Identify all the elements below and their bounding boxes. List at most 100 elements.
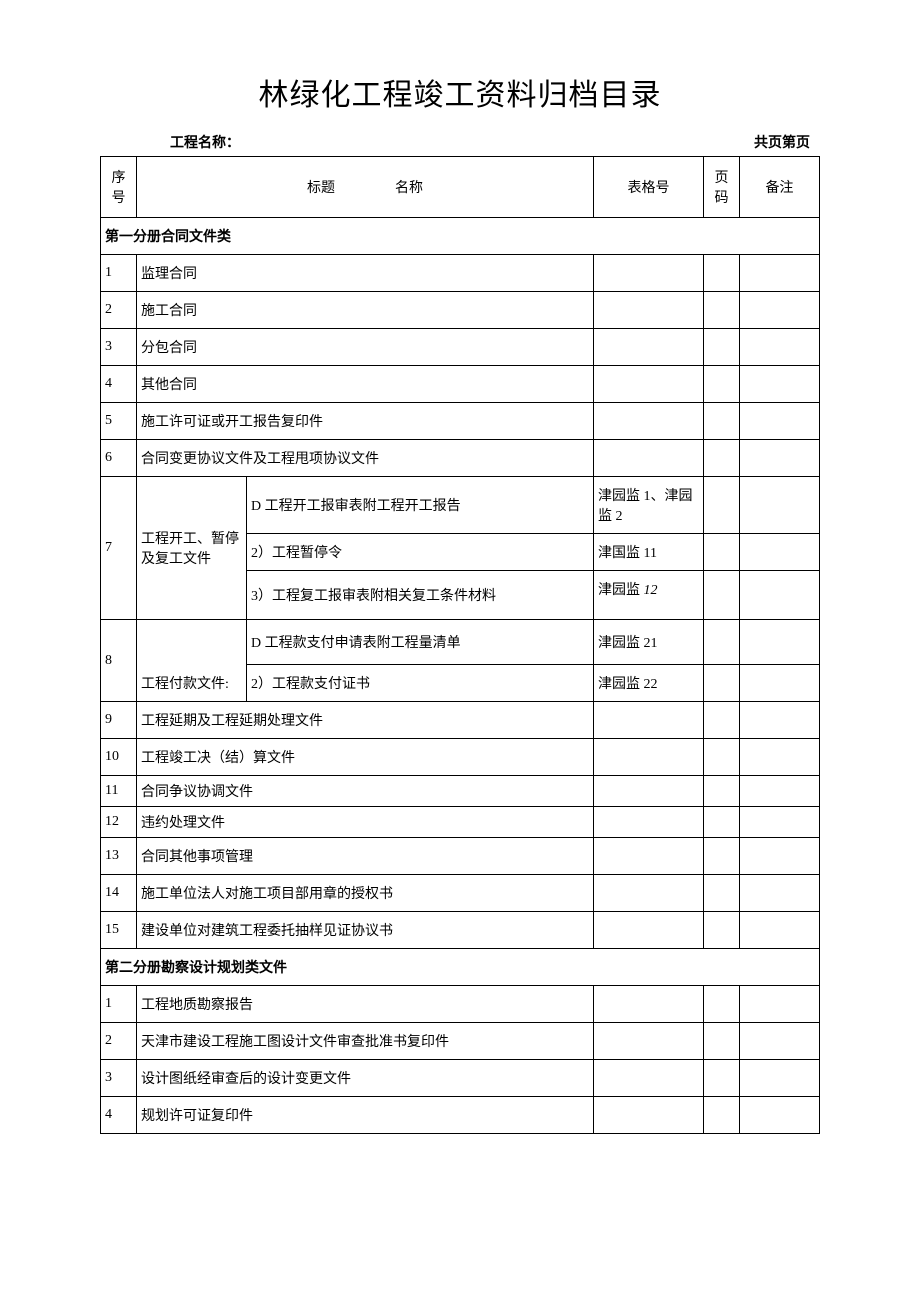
cell-note (740, 875, 820, 912)
cell-form: 津园监 22 (594, 665, 704, 702)
header-seq: 序号 (101, 157, 137, 218)
table-row: 13 合同其他事项管理 (101, 838, 820, 875)
cell-title: 其他合同 (137, 366, 594, 403)
cell-note (740, 776, 820, 807)
cell-seq: 12 (101, 807, 137, 838)
cell-note (740, 1097, 820, 1134)
table-row: 10 工程竣工决（结）算文件 (101, 739, 820, 776)
form-num-italic: 12 (644, 583, 658, 598)
cell-seq: 2 (101, 292, 137, 329)
cell-note (740, 838, 820, 875)
cell-seq: 11 (101, 776, 137, 807)
cell-title-a: 工程付款文件: (137, 620, 247, 702)
cell-title: 工程地质勘察报告 (137, 986, 594, 1023)
cell-seq: 1 (101, 255, 137, 292)
cell-note (740, 807, 820, 838)
archive-index-table: 序号 标题名称 表格号 页码 备注 第一分册合同文件类 1 监理合同 2 施工合… (100, 156, 820, 1134)
cell-note (740, 366, 820, 403)
cell-title: 施工合同 (137, 292, 594, 329)
cell-seq: 4 (101, 366, 137, 403)
cell-note (740, 702, 820, 739)
cell-seq: 1 (101, 986, 137, 1023)
cell-page (704, 1023, 740, 1060)
cell-page (704, 477, 740, 534)
cell-form (594, 440, 704, 477)
cell-title: 监理合同 (137, 255, 594, 292)
cell-title: 施工单位法人对施工项目部用章的授权书 (137, 875, 594, 912)
cell-note (740, 292, 820, 329)
cell-page (704, 739, 740, 776)
cell-form (594, 329, 704, 366)
cell-seq: 9 (101, 702, 137, 739)
header-title-a: 标题 (307, 181, 335, 196)
cell-note (740, 571, 820, 620)
table-row: 14 施工单位法人对施工项目部用章的授权书 (101, 875, 820, 912)
cell-page (704, 702, 740, 739)
cell-form: 津园监 1、津园监 2 (594, 477, 704, 534)
cell-title: 设计图纸经审查后的设计变更文件 (137, 1060, 594, 1097)
document-title: 林绿化工程竣工资料归档目录 (100, 70, 820, 114)
section-1-label: 第一分册合同文件类 (101, 218, 820, 255)
cell-title: 合同争议协调文件 (137, 776, 594, 807)
cell-page (704, 665, 740, 702)
table-row: 12 违约处理文件 (101, 807, 820, 838)
cell-form: 津国监 11 (594, 534, 704, 571)
cell-note (740, 912, 820, 949)
cell-page (704, 807, 740, 838)
cell-form (594, 1023, 704, 1060)
table-row: 4 规划许可证复印件 (101, 1097, 820, 1134)
cell-page (704, 838, 740, 875)
cell-seq: 3 (101, 1060, 137, 1097)
cell-title-a: 工程开工、暂停及复工文件 (137, 477, 247, 620)
cell-seq: 2 (101, 1023, 137, 1060)
cell-page (704, 620, 740, 665)
cell-page (704, 366, 740, 403)
cell-note (740, 620, 820, 665)
cell-form (594, 403, 704, 440)
cell-title: 建设单位对建筑工程委托抽样见证协议书 (137, 912, 594, 949)
cell-note (740, 403, 820, 440)
table-row: 2 施工合同 (101, 292, 820, 329)
cell-form (594, 776, 704, 807)
cell-page (704, 440, 740, 477)
cell-title-b: 2）工程款支付证书 (247, 665, 594, 702)
table-row: 4 其他合同 (101, 366, 820, 403)
cell-title: 规划许可证复印件 (137, 1097, 594, 1134)
cell-note (740, 255, 820, 292)
table-header-row: 序号 标题名称 表格号 页码 备注 (101, 157, 820, 218)
cell-seq: 8 (101, 620, 137, 702)
cell-page (704, 329, 740, 366)
cell-title-b: D 工程开工报审表附工程开工报告 (247, 477, 594, 534)
cell-seq: 6 (101, 440, 137, 477)
cell-form (594, 807, 704, 838)
table-row: 3 分包合同 (101, 329, 820, 366)
cell-title: 违约处理文件 (137, 807, 594, 838)
table-row: 2 天津市建设工程施工图设计文件审查批准书复印件 (101, 1023, 820, 1060)
cell-page (704, 403, 740, 440)
header-form: 表格号 (594, 157, 704, 218)
cell-title: 合同变更协议文件及工程甩项协议文件 (137, 440, 594, 477)
cell-form (594, 255, 704, 292)
cell-form (594, 1060, 704, 1097)
cell-form (594, 912, 704, 949)
cell-form (594, 702, 704, 739)
cell-seq: 13 (101, 838, 137, 875)
cell-note (740, 477, 820, 534)
cell-note (740, 665, 820, 702)
header-title-b: 名称 (395, 181, 423, 196)
cell-note (740, 739, 820, 776)
cell-title-b: D 工程款支付申请表附工程量清单 (247, 620, 594, 665)
cell-title: 工程竣工决（结）算文件 (137, 739, 594, 776)
header-page: 页码 (704, 157, 740, 218)
cell-note (740, 329, 820, 366)
cell-note (740, 534, 820, 571)
cell-note (740, 1023, 820, 1060)
cell-note (740, 1060, 820, 1097)
section-2-header: 第二分册勘察设计规划类文件 (101, 949, 820, 986)
cell-page (704, 1060, 740, 1097)
table-row: 1 工程地质勘察报告 (101, 986, 820, 1023)
cell-page (704, 986, 740, 1023)
cell-page (704, 571, 740, 620)
cell-form (594, 739, 704, 776)
cell-seq: 7 (101, 477, 137, 620)
